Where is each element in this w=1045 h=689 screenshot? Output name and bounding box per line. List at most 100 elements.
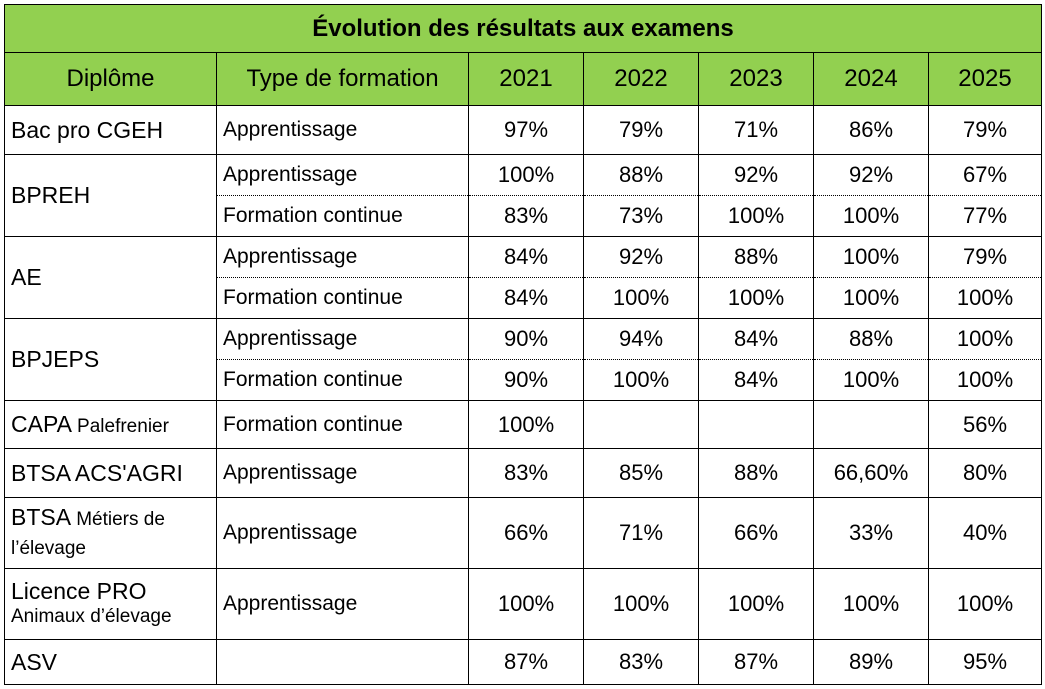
training-type-cell: Apprentissage (216, 105, 469, 155)
success-rate-cell: 97% (468, 105, 584, 155)
success-rate-cell: 100% (813, 568, 929, 640)
header-row: Diplôme Type de formation 2021 2022 2023… (4, 52, 1042, 106)
success-rate-cell: 100% (583, 359, 699, 401)
title-row: Évolution des résultats aux examens (4, 4, 1042, 53)
column-header: Diplôme (4, 52, 217, 106)
table-row: BTSA Métiers de l’élevage Apprentissage 66… (4, 497, 1042, 569)
success-rate-cell: 87% (698, 639, 814, 685)
diploma-cell: BTSA ACS'AGRI (4, 448, 217, 498)
table-row: Formation continue 84% 100% 100% 100% 100% (5, 277, 1042, 319)
success-rate-cell: 87% (468, 639, 584, 685)
success-rate-cell: 40% (928, 497, 1042, 569)
success-rate-cell: 100% (698, 277, 814, 319)
training-type-cell (216, 639, 469, 685)
table-row: BPREH Apprentissage 100% 88% 92% 92% 67% (4, 154, 1042, 237)
success-rate-cell: 66% (468, 497, 584, 569)
column-header: Type de formation (216, 52, 469, 106)
column-header: 2022 (583, 52, 699, 106)
diploma-subtitle: Palefrenier (77, 416, 169, 437)
success-rate-cell: 100% (468, 400, 584, 449)
diploma-cell: BPREH (4, 154, 217, 237)
column-header: 2025 (928, 52, 1042, 106)
success-rate-cell: 84% (698, 318, 814, 360)
success-rate-cell (698, 400, 814, 449)
success-rate-cell: 92% (698, 154, 814, 196)
success-rate-cell: 79% (583, 105, 699, 155)
diploma-cell: Bac pro CGEH (4, 105, 217, 155)
training-type-cell: Formation continue (216, 400, 469, 449)
success-rate-cell: 100% (813, 359, 929, 401)
success-rate-cell: 100% (928, 318, 1042, 360)
column-header: 2023 (698, 52, 814, 106)
success-rate-cell: 88% (583, 154, 699, 196)
table-row: CAPA Palefrenier Formation continue 100% 56… (4, 400, 1042, 449)
table-row: Formation continue 90% 100% 84% 100% 100% (5, 359, 1042, 401)
training-type-cell: Apprentissage (216, 448, 469, 498)
diploma-name: AE (11, 264, 42, 290)
success-rate-cell: 86% (813, 105, 929, 155)
success-rate-cell: 100% (813, 277, 929, 319)
diploma-cell: ASV (4, 639, 217, 685)
success-rate-cell: 79% (928, 105, 1042, 155)
success-rate-cell: 66% (698, 497, 814, 569)
training-type-cell: Formation continue (216, 195, 469, 237)
table-row: ASV 87% 83% 87% 89% 95% (4, 639, 1042, 685)
table-title: Évolution des résultats aux examens (4, 4, 1042, 53)
diploma-subtitle: Métiers de l’élevage (11, 509, 165, 559)
success-rate-cell (583, 400, 699, 449)
success-rate-cell: 33% (813, 497, 929, 569)
success-rate-cell: 84% (468, 277, 584, 319)
success-rate-cell: 80% (928, 448, 1042, 498)
training-type-cell: Apprentissage (216, 318, 469, 360)
success-rate-cell: 88% (813, 318, 929, 360)
training-type-cell: Apprentissage (216, 154, 469, 196)
success-rate-cell: 100% (583, 277, 699, 319)
success-rate-cell: 89% (813, 639, 929, 685)
diploma-subtitle: Animaux d’élevage (11, 606, 172, 627)
success-rate-cell: 100% (928, 568, 1042, 640)
success-rate-cell: 100% (928, 359, 1042, 401)
table-row: Formation continue 83% 73% 100% 100% 77% (5, 195, 1042, 237)
success-rate-cell: 100% (468, 154, 584, 196)
success-rate-cell: 67% (928, 154, 1042, 196)
success-rate-cell: 71% (698, 105, 814, 155)
table-row: BTSA ACS'AGRI Apprentissage 83% 85% 88% 66,60… (4, 448, 1042, 498)
success-rate-cell: 100% (928, 277, 1042, 319)
table-row: Bac pro CGEH Apprentissage 97% 79% 71% 86% 79% (4, 105, 1042, 155)
diploma-cell: BTSA Métiers de l’élevage (4, 497, 217, 569)
success-rate-cell: 100% (468, 568, 584, 640)
diploma-name: Licence PRO (11, 578, 147, 604)
success-rate-cell: 100% (698, 568, 814, 640)
success-rate-cell: 90% (468, 359, 584, 401)
column-header: 2024 (813, 52, 929, 106)
success-rate-cell: 79% (928, 236, 1042, 278)
table-row: Licence PRO Animaux d’élevage Apprentissag… (4, 568, 1042, 640)
success-rate-cell: 95% (928, 639, 1042, 685)
success-rate-cell: 71% (583, 497, 699, 569)
column-header: 2021 (468, 52, 584, 106)
diploma-name: Bac pro CGEH (11, 116, 164, 143)
diploma-cell: AE (4, 236, 217, 319)
training-type-cell: Apprentissage (216, 568, 469, 640)
success-rate-cell: 56% (928, 400, 1042, 449)
success-rate-cell (813, 400, 929, 449)
success-rate-cell: 88% (698, 236, 814, 278)
success-rate-cell: 66,60% (813, 448, 929, 498)
diploma-cell: CAPA Palefrenier (4, 400, 217, 449)
success-rate-cell: 92% (813, 154, 929, 196)
success-rate-cell: 83% (468, 448, 584, 498)
results-table: Évolution des résultats aux examens Dipl… (4, 4, 1042, 685)
diploma-name: BPJEPS (11, 346, 100, 372)
success-rate-cell: 94% (583, 318, 699, 360)
success-rate-cell: 100% (583, 568, 699, 640)
success-rate-cell: 84% (468, 236, 584, 278)
success-rate-cell: 73% (583, 195, 699, 237)
training-type-cell: Apprentissage (216, 236, 469, 278)
diploma-cell: Licence PRO Animaux d’élevage (4, 568, 217, 640)
success-rate-cell: 100% (813, 236, 929, 278)
diploma-name: BTSA (11, 504, 70, 530)
success-rate-cell: 84% (698, 359, 814, 401)
diploma-name: ASV (11, 648, 58, 675)
diploma-name: BTSA ACS'AGRI (11, 459, 183, 486)
success-rate-cell: 100% (698, 195, 814, 237)
